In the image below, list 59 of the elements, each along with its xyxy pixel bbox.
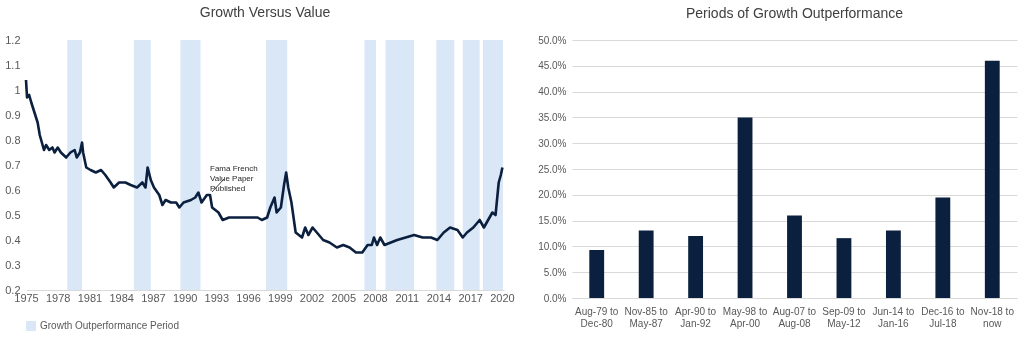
y-tick-label: 40.0%	[538, 86, 567, 98]
x-tick-label: 2005	[331, 291, 356, 304]
x-tick-label: 1990	[172, 291, 198, 304]
x-tick-label: Aug-79 to Dec-80	[575, 305, 619, 329]
bar	[688, 236, 704, 298]
x-tick-label: May-98 to Apr-00	[722, 305, 768, 329]
x-tick-label: Nov-18 to now	[970, 305, 1015, 329]
x-tick-label: Apr-90 to Jan-92	[675, 305, 717, 329]
y-tick-label: 0.5	[5, 208, 21, 221]
y-tick-label: 0.3	[5, 258, 21, 271]
x-tick-label: 1993	[204, 291, 230, 304]
x-tick-label: 1978	[45, 291, 71, 304]
x-tick-label: 2002	[299, 291, 325, 304]
x-tick-label: 2017	[458, 291, 483, 304]
bar	[935, 197, 951, 298]
y-tick-label: 1	[14, 83, 21, 96]
x-tick-label: 1981	[77, 291, 103, 304]
y-tick-label: 45.0%	[538, 60, 567, 72]
x-tick-label: 2014	[426, 291, 452, 304]
bar	[885, 230, 901, 298]
legend-label: Growth Outperformance Period	[40, 320, 179, 331]
y-tick-label: 15.0%	[538, 215, 567, 227]
x-tick-label: 1999	[268, 291, 293, 304]
x-tick-label: 2008	[363, 291, 388, 304]
y-tick-label: 35.0%	[538, 111, 567, 123]
x-tick-label: Nov-85 to May-87	[624, 305, 669, 329]
y-tick-label: 20.0%	[538, 189, 567, 201]
y-tick-label: 0.0%	[543, 292, 567, 304]
x-tick-label: 1984	[109, 291, 134, 304]
bar	[984, 60, 1000, 298]
x-tick-label: 2011	[395, 291, 420, 304]
chart-title: Periods of Growth Outperformance	[685, 5, 904, 21]
bar	[638, 230, 654, 298]
y-tick-label: 1.2	[5, 33, 21, 46]
bar	[737, 117, 753, 298]
chart-title: Growth Versus Value	[199, 4, 331, 20]
y-tick-label: 25.0%	[538, 163, 567, 175]
y-tick-label: 1.1	[5, 58, 21, 71]
x-tick-label: Dec-16 to Jul-18	[921, 305, 965, 329]
y-tick-label: 0.6	[5, 183, 21, 196]
bar	[787, 215, 802, 298]
y-tick-label: 5.0%	[543, 266, 567, 278]
y-tick-label: 0.4	[5, 233, 21, 246]
y-tick-label: 30.0%	[538, 137, 567, 149]
x-tick-label: Sep-09 to May-12	[822, 305, 867, 329]
y-tick-label: 50.0%	[538, 34, 567, 46]
bar	[836, 238, 852, 298]
x-tick-label: 2020	[490, 291, 515, 304]
y-tick-label: 0.9	[5, 108, 21, 121]
y-tick-label: 0.7	[5, 158, 21, 171]
x-tick-label: 1996	[236, 291, 261, 304]
x-tick-label: 1987	[141, 291, 166, 304]
y-tick-label: 10.0%	[538, 240, 567, 252]
line-series	[24, 78, 504, 254]
x-tick-label: Jun-14 to Jan-16	[872, 305, 915, 329]
x-tick-label: Aug-07 to Aug-08	[772, 305, 817, 329]
annotation: Fama French Value Paper Published	[210, 164, 258, 193]
y-tick-label: 0.8	[5, 133, 21, 146]
bar	[589, 250, 605, 298]
